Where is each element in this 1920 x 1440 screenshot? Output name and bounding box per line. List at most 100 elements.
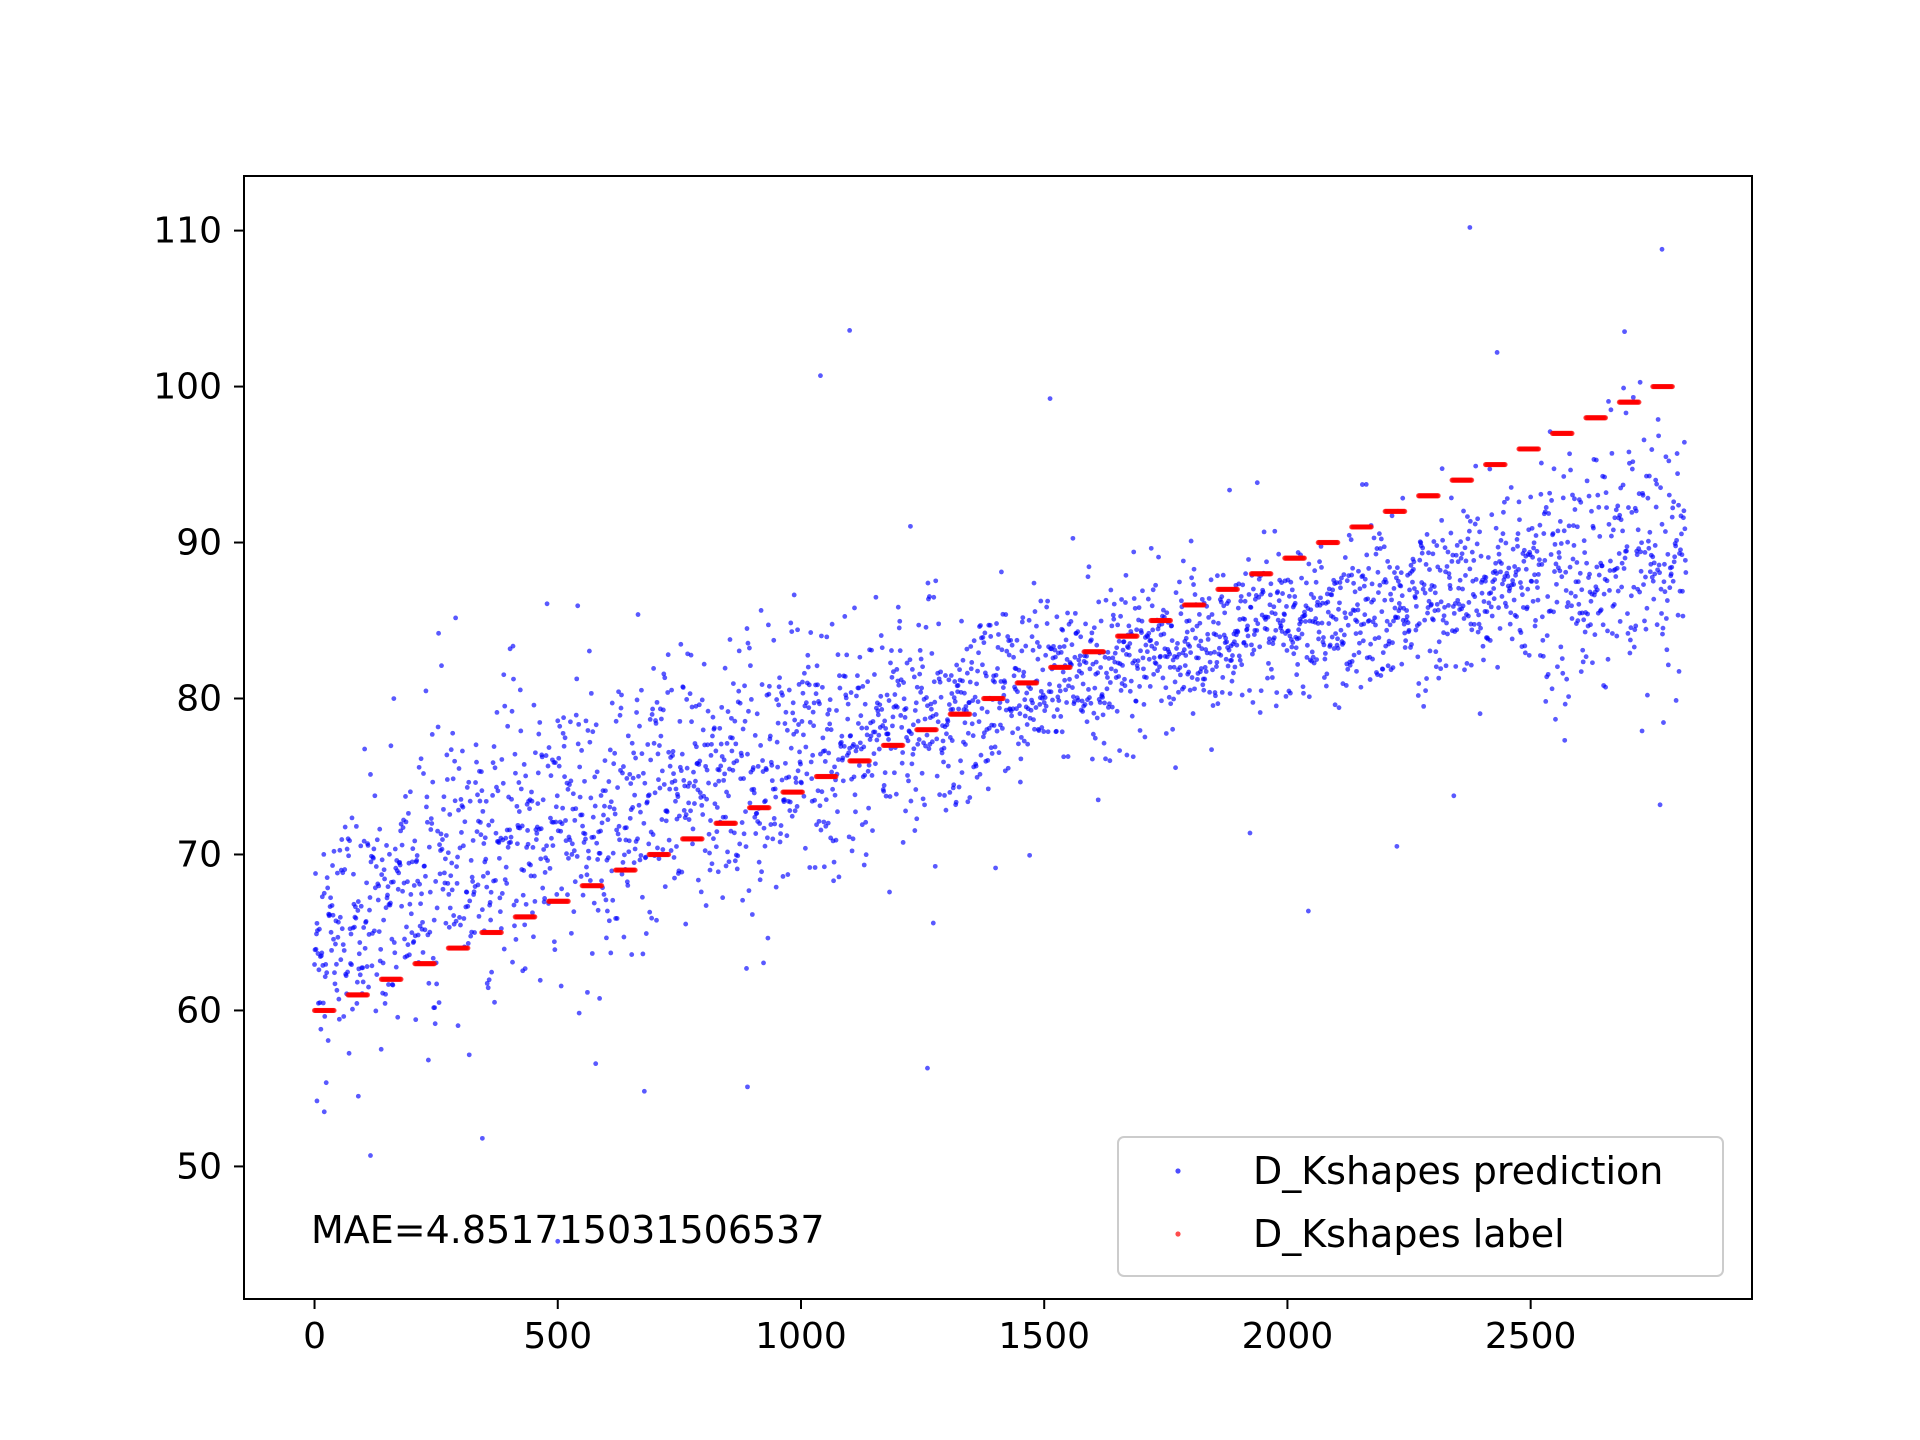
prediction-point: [1428, 587, 1433, 592]
prediction-point: [1110, 612, 1116, 618]
prediction-point: [1088, 700, 1094, 706]
prediction-point: [811, 700, 817, 706]
prediction-point: [1189, 575, 1195, 581]
prediction-point: [776, 684, 782, 690]
prediction-point: [1173, 590, 1179, 596]
prediction-point: [996, 632, 1001, 637]
prediction-point: [434, 981, 440, 987]
prediction-point: [722, 665, 728, 671]
prediction-point: [703, 763, 709, 769]
prediction-point: [616, 689, 621, 695]
prediction-point: [1243, 571, 1248, 577]
prediction-point: [568, 778, 574, 784]
prediction-point: [709, 861, 715, 867]
prediction-point: [1603, 490, 1609, 496]
prediction-point: [970, 698, 976, 703]
prediction-point: [660, 707, 666, 713]
prediction-point: [415, 932, 421, 938]
prediction-point: [1481, 599, 1487, 604]
prediction-point: [383, 905, 389, 911]
prediction-point: [909, 761, 915, 767]
prediction-point: [1446, 603, 1451, 608]
prediction-point: [1376, 531, 1382, 537]
prediction-point: [825, 711, 831, 717]
prediction-point: [1216, 645, 1222, 651]
prediction-point: [1304, 580, 1309, 586]
prediction-point: [1650, 578, 1656, 584]
prediction-point: [908, 798, 914, 804]
prediction-point: [1466, 600, 1472, 605]
prediction-point: [1673, 698, 1679, 703]
prediction-point: [910, 722, 916, 728]
prediction-point: [818, 827, 824, 833]
prediction-point: [447, 812, 453, 817]
prediction-point: [825, 820, 831, 826]
prediction-point: [1230, 653, 1235, 658]
prediction-point: [1058, 714, 1064, 719]
prediction-point: [414, 858, 420, 863]
prediction-point: [933, 712, 939, 717]
prediction-point: [1439, 466, 1445, 472]
prediction-point: [1316, 636, 1321, 642]
prediction-point: [1531, 540, 1537, 546]
prediction-point: [1672, 554, 1678, 560]
prediction-point: [407, 901, 413, 907]
prediction-point: [1427, 567, 1432, 572]
prediction-point: [873, 761, 878, 767]
prediction-point: [699, 802, 705, 808]
prediction-point: [459, 830, 464, 835]
prediction-point: [368, 772, 373, 777]
prediction-point: [1289, 644, 1295, 650]
prediction-point: [478, 769, 484, 775]
prediction-point: [779, 777, 785, 783]
prediction-point: [502, 877, 508, 883]
prediction-point: [1573, 593, 1578, 599]
prediction-point: [860, 684, 866, 689]
prediction-point: [1253, 617, 1259, 623]
prediction-point: [1579, 587, 1585, 593]
prediction-point: [804, 771, 810, 777]
prediction-point: [741, 831, 747, 837]
prediction-point: [1342, 610, 1348, 616]
prediction-point: [1419, 550, 1425, 556]
prediction-point: [1626, 505, 1631, 510]
prediction-point: [1395, 578, 1401, 584]
prediction-point: [945, 763, 951, 769]
prediction-point: [1402, 630, 1408, 636]
prediction-point: [692, 801, 697, 806]
prediction-point: [604, 908, 610, 914]
prediction-point: [615, 785, 620, 791]
prediction-point: [1369, 581, 1375, 587]
prediction-point: [1257, 644, 1263, 650]
prediction-point: [466, 1052, 472, 1058]
prediction-point: [1131, 596, 1137, 601]
prediction-point: [969, 660, 975, 665]
prediction-point: [354, 979, 360, 985]
prediction-point: [411, 883, 417, 888]
prediction-point: [1167, 651, 1173, 657]
prediction-point: [1276, 598, 1282, 604]
prediction-point: [1031, 580, 1037, 586]
prediction-point: [1682, 526, 1688, 532]
prediction-point: [740, 726, 746, 732]
prediction-point: [1539, 614, 1545, 620]
prediction-point: [460, 748, 465, 754]
prediction-point: [1569, 603, 1574, 609]
prediction-point: [1211, 619, 1216, 625]
prediction-point: [884, 692, 890, 698]
prediction-point: [1496, 605, 1501, 611]
prediction-point: [1095, 670, 1101, 676]
prediction-point: [658, 716, 664, 722]
prediction-point: [795, 627, 800, 633]
prediction-point: [1327, 642, 1333, 648]
prediction-point: [616, 823, 622, 829]
prediction-point: [571, 848, 577, 854]
prediction-point: [1220, 572, 1226, 578]
prediction-point: [873, 594, 879, 600]
prediction-point: [974, 681, 979, 687]
prediction-point: [1425, 610, 1430, 616]
prediction-point: [1309, 649, 1315, 655]
prediction-point: [1455, 597, 1461, 603]
prediction-point: [1360, 638, 1366, 644]
prediction-point: [576, 721, 582, 727]
